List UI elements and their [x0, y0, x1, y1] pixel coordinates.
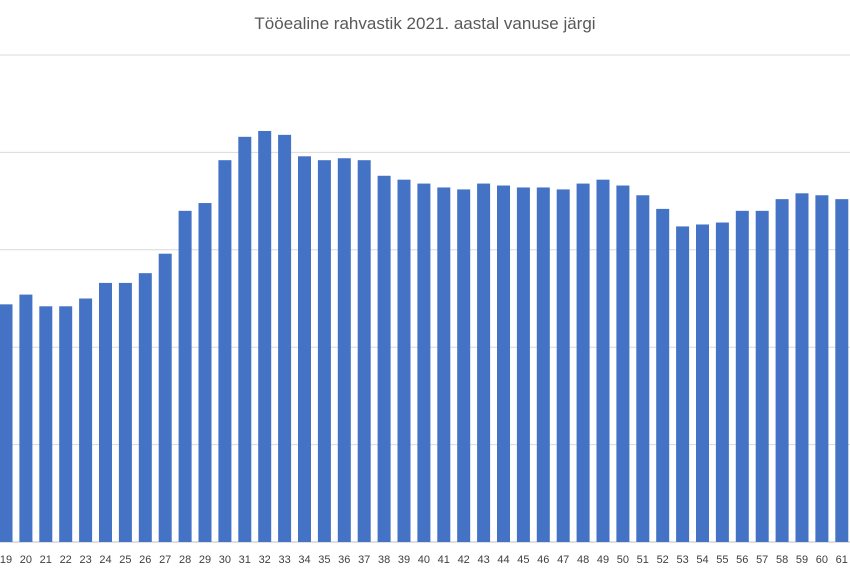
bar-age-36: [337, 158, 351, 542]
bar-age-31: [238, 136, 252, 543]
x-axis-ticks: 19 20 21 22 23 24 25 26 27 28 29 30 31 32 33 34 35 36 37 38…: [0, 554, 848, 566]
bar-age-38: [377, 175, 391, 542]
bar-age-55: [715, 222, 729, 542]
x-tick-label: 27: [159, 554, 171, 566]
x-tick-label: 20: [20, 554, 32, 566]
x-tick-label: 22: [60, 554, 72, 566]
bar-age-60: [815, 195, 829, 543]
bar-age-35: [317, 160, 331, 542]
bar-age-61: [835, 199, 849, 543]
bar-age-23: [79, 298, 93, 542]
x-tick-label: 56: [736, 554, 748, 566]
x-tick-label: 58: [776, 554, 788, 566]
bar-age-52: [656, 208, 670, 542]
x-tick-label: 51: [637, 554, 649, 566]
bar-age-54: [696, 224, 709, 542]
x-tick-label: 32: [259, 554, 271, 566]
x-tick-label: 53: [676, 554, 688, 566]
bar-age-21: [39, 306, 53, 542]
bar-age-45: [516, 187, 530, 543]
x-tick-label: 30: [219, 554, 231, 566]
x-tick-label: 29: [199, 554, 211, 566]
bar-age-58: [775, 199, 789, 543]
bar-age-24: [99, 282, 112, 542]
x-tick-label: 39: [398, 554, 410, 566]
x-tick-label: 19: [0, 554, 12, 566]
x-tick-label: 42: [458, 554, 470, 566]
bars: [0, 130, 849, 543]
x-tick-label: 37: [358, 554, 370, 566]
x-tick-label: 49: [597, 554, 609, 566]
bar-age-42: [457, 189, 471, 543]
x-tick-label: 44: [497, 554, 509, 566]
bar-age-49: [596, 179, 610, 542]
bar-age-51: [636, 195, 650, 543]
bar-age-34: [298, 156, 311, 542]
bar-age-39: [397, 179, 411, 542]
x-tick-label: 52: [657, 554, 669, 566]
bar-age-37: [357, 160, 371, 542]
x-tick-label: 61: [836, 554, 848, 566]
bar-age-19: [0, 304, 13, 542]
x-tick-label: 45: [517, 554, 529, 566]
bar-age-40: [417, 183, 431, 542]
bar-age-47: [556, 189, 570, 543]
x-tick-label: 60: [816, 554, 828, 566]
chart-title: Tööealine rahvastik 2021. aastal vanuse …: [254, 14, 596, 33]
bar-age-33: [278, 134, 292, 543]
bar-age-29: [198, 203, 212, 542]
bar-age-46: [536, 187, 550, 543]
bar-age-28: [178, 210, 192, 542]
x-tick-label: 23: [79, 554, 91, 566]
bar-age-41: [437, 187, 451, 543]
bar-age-25: [118, 282, 132, 542]
bar-age-44: [497, 185, 510, 543]
bar-age-53: [676, 226, 690, 542]
bar-age-59: [795, 193, 809, 543]
bar-age-43: [477, 183, 491, 542]
bar-age-26: [138, 273, 152, 542]
x-tick-label: 34: [298, 554, 310, 566]
x-tick-label: 31: [239, 554, 251, 566]
bar-age-56: [735, 210, 749, 542]
bar-age-48: [576, 183, 590, 542]
bar-age-22: [59, 306, 73, 542]
x-tick-label: 50: [617, 554, 629, 566]
x-tick-label: 26: [139, 554, 151, 566]
x-tick-label: 41: [438, 554, 450, 566]
x-tick-label: 57: [756, 554, 768, 566]
x-tick-label: 25: [119, 554, 131, 566]
bar-age-57: [755, 210, 769, 542]
bar-age-32: [258, 130, 272, 543]
x-tick-label: 38: [378, 554, 390, 566]
x-tick-label: 33: [278, 554, 290, 566]
bar-age-50: [616, 185, 630, 543]
x-tick-label: 59: [796, 554, 808, 566]
x-tick-label: 46: [537, 554, 549, 566]
x-tick-label: 47: [557, 554, 569, 566]
bar-age-20: [19, 294, 33, 542]
x-tick-label: 28: [179, 554, 191, 566]
x-tick-label: 21: [40, 554, 52, 566]
x-tick-label: 54: [696, 554, 708, 566]
x-tick-label: 55: [716, 554, 728, 566]
bar-age-30: [218, 160, 232, 542]
x-tick-label: 40: [418, 554, 430, 566]
x-tick-label: 36: [338, 554, 350, 566]
x-tick-label: 24: [99, 554, 111, 566]
x-tick-label: 48: [577, 554, 589, 566]
bar-age-27: [158, 253, 172, 543]
x-tick-label: 43: [477, 554, 489, 566]
x-tick-label: 35: [318, 554, 330, 566]
